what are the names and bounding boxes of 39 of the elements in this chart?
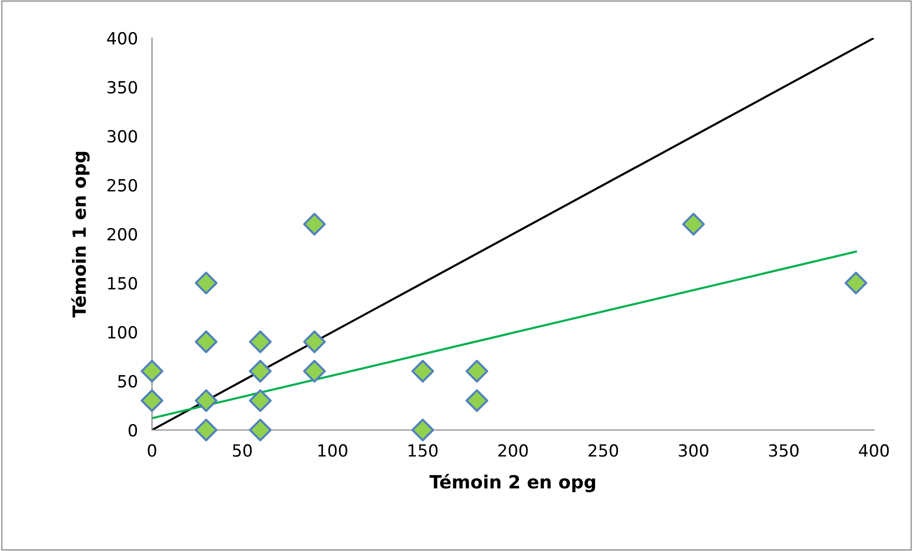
- y-tick-label: 350: [108, 80, 138, 94]
- x-tick-label: 50: [232, 444, 252, 457]
- x-tick-label: 100: [318, 444, 348, 457]
- y-tick-label: 200: [108, 228, 138, 241]
- point: [303, 330, 326, 354]
- point: [194, 272, 218, 294]
- point: [194, 330, 218, 354]
- y-tick-label: 300: [108, 130, 138, 143]
- point: [844, 272, 868, 294]
- point: [248, 418, 272, 442]
- point: [411, 418, 434, 442]
- point: [194, 389, 218, 412]
- point: [194, 418, 218, 442]
- x-tick-label: 0: [148, 444, 156, 457]
- x-tick-label: 300: [678, 444, 708, 457]
- point: [466, 389, 488, 412]
- point: [303, 212, 326, 236]
- point: [140, 389, 164, 412]
- point: [411, 360, 434, 383]
- x-tick-label: 400: [858, 444, 889, 457]
- point: [140, 360, 164, 383]
- x-tick-label: 200: [498, 444, 528, 457]
- y-tick-label: 100: [108, 326, 138, 339]
- y-tick-label: 250: [108, 178, 138, 192]
- x-tick-label: 150: [408, 444, 438, 457]
- point: [248, 360, 272, 383]
- point: [682, 212, 705, 236]
- y-tick-label: 0: [128, 424, 138, 437]
- y-axis-title: Témoin 1 en opg: [71, 152, 90, 318]
- y-tick-label: 400: [107, 32, 138, 45]
- y-tick-label: 50: [118, 374, 138, 388]
- point: [248, 330, 272, 354]
- point: [248, 389, 272, 412]
- point: [466, 360, 488, 383]
- x-axis-title: Témoin 2 en opg: [429, 474, 596, 492]
- y-tick-label: 150: [108, 276, 138, 290]
- point: [303, 360, 326, 383]
- x-tick-label: 350: [769, 444, 799, 457]
- x-tick-label: 250: [588, 444, 618, 457]
